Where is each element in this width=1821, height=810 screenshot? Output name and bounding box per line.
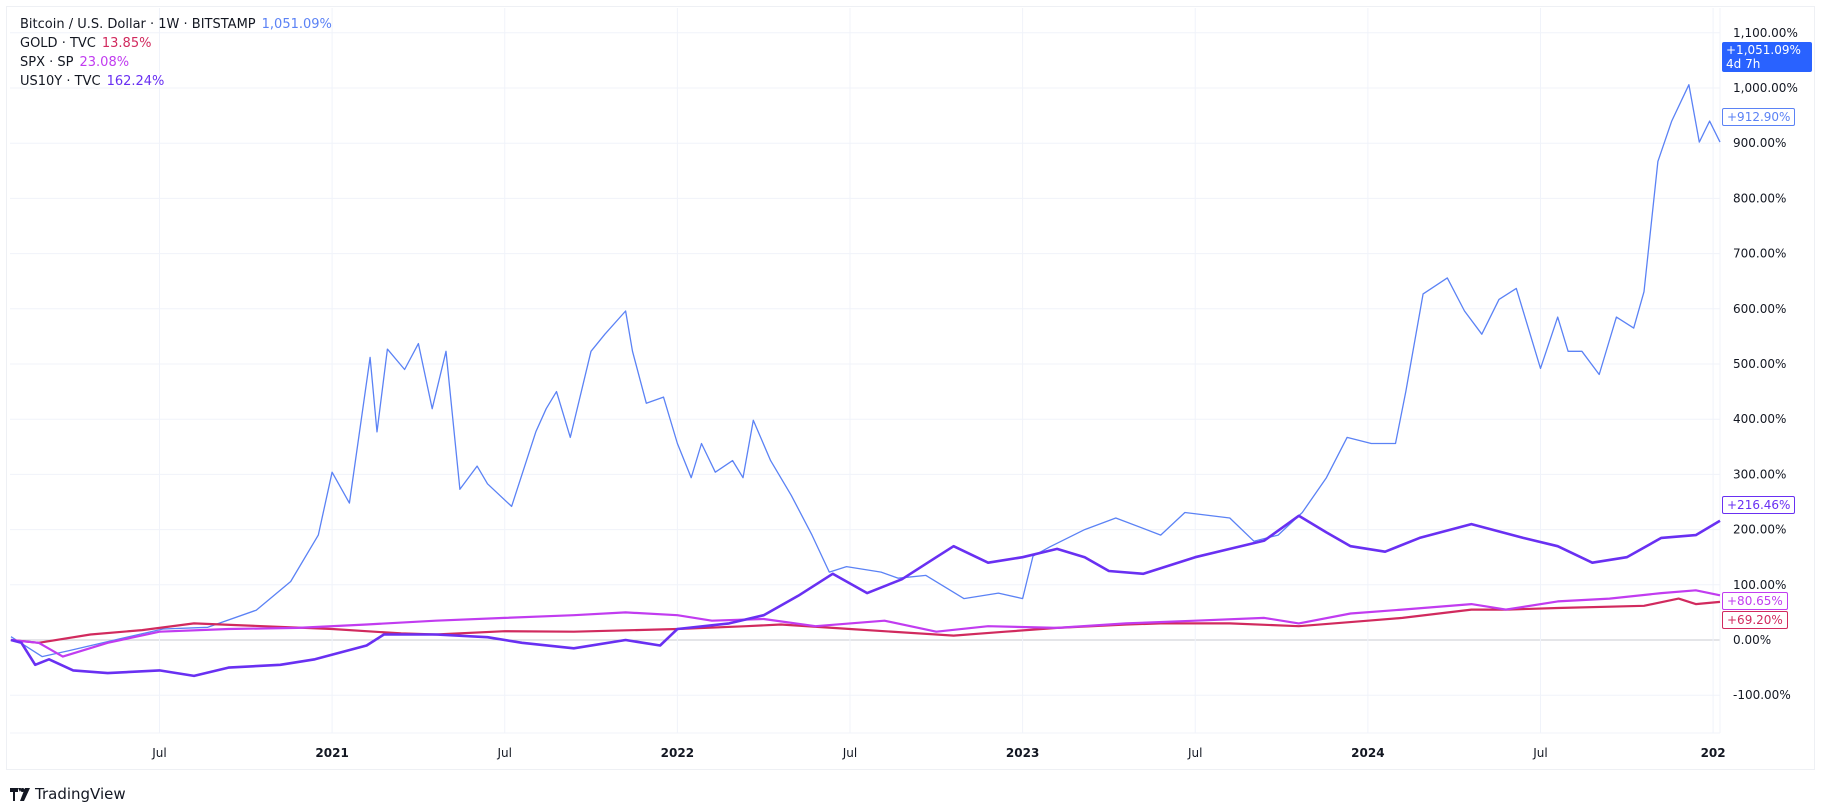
x-tick-label: Jul [842,746,857,760]
bar-countdown: 4d 7h [1726,57,1761,71]
brand-name: TradingView [35,785,126,803]
price-axis: 1,100.00% 1,000.00% 900.00% 800.00% 700.00% 6… [1733,26,1798,702]
btc-close-badge: +912.90% [1722,108,1796,126]
gold-badge: +69.20% [1722,611,1788,629]
x-tick-label: Jul [1532,746,1547,760]
y-tick-label: 700.00% [1733,247,1786,261]
legend-item-gold[interactable]: GOLD · TVC 13.85% [20,34,332,53]
x-tick-label: Jul [496,746,511,760]
x-tick-label: Jul [151,746,166,760]
y-tick-label: 900.00% [1733,136,1786,150]
legend-value: 13.85% [101,36,152,51]
y-tick-label: 100.00% [1733,578,1786,592]
grid [10,8,1721,734]
btc-current-value: +1,051.09% [1726,43,1801,57]
y-tick-label: 1,100.00% [1733,26,1798,40]
y-tick-label: 400.00% [1733,412,1786,426]
legend-label: Bitcoin / U.S. Dollar · 1W · BITSTAMP [20,17,256,32]
legend-label: GOLD · TVC [20,36,96,51]
series-line-us10y [10,514,1721,678]
series-line-spx [10,589,1721,658]
y-tick-label: 600.00% [1733,302,1786,316]
legend-item-us10y[interactable]: US10Y · TVC 162.24% [20,72,332,91]
x-tick-label: 202 [1701,746,1726,760]
us10y-badge: +216.46% [1722,496,1796,514]
y-tick-label: 0.00% [1733,633,1771,647]
y-tick-label: 500.00% [1733,357,1786,371]
tradingview-logo[interactable]: TradingView [10,785,126,803]
legend-item-spx[interactable]: SPX · SP 23.08% [20,53,332,72]
legend-label: US10Y · TVC [20,74,101,89]
time-axis: Jul 2021 Jul 2022 Jul 2023 Jul 2024 Jul 202 [151,746,1725,760]
spx-badge: +80.65% [1722,592,1788,610]
y-tick-label: -100.00% [1733,688,1791,702]
x-tick-label: 2023 [1006,746,1039,760]
y-tick-label: 200.00% [1733,523,1786,537]
y-tick-label: 300.00% [1733,467,1786,481]
x-tick-label: 2021 [315,746,348,760]
btc-current-badge: +1,051.09% 4d 7h [1722,42,1812,72]
legend-value: 23.08% [79,55,130,70]
x-tick-label: 2022 [661,746,694,760]
y-tick-label: 800.00% [1733,191,1786,205]
legend: Bitcoin / U.S. Dollar · 1W · BITSTAMP 1,0… [20,15,332,91]
x-tick-label: Jul [1187,746,1202,760]
legend-value: 162.24% [106,74,165,89]
x-tick-label: 2024 [1351,746,1384,760]
series-line-bitcoin-u-s-dollar [10,84,1721,658]
legend-value: 1,051.09% [261,17,332,32]
legend-label: SPX · SP [20,55,74,70]
series-lines [10,84,1721,678]
legend-item-btc[interactable]: Bitcoin / U.S. Dollar · 1W · BITSTAMP 1,0… [20,15,332,34]
chart-frame [6,6,1815,770]
tradingview-icon [10,787,30,801]
y-tick-label: 1,000.00% [1733,81,1798,95]
